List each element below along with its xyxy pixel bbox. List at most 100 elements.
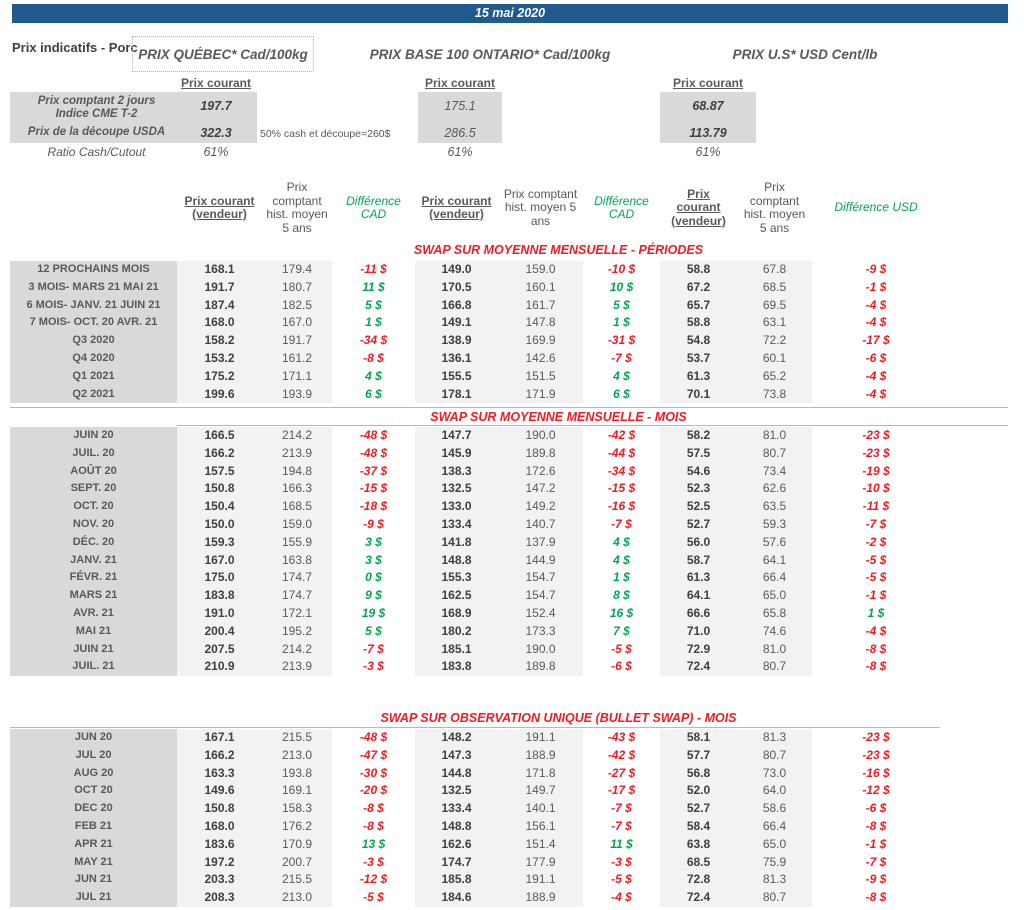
hist-price-cell: 81.0 bbox=[737, 640, 812, 659]
hist-price-cell: 67.8 bbox=[737, 261, 812, 279]
row-label: NOV. 20 bbox=[10, 515, 177, 534]
diff-cell: -48 $ bbox=[359, 730, 388, 744]
hist-price-cell: 214.2 bbox=[262, 427, 332, 445]
hist-price-cell: 169.1 bbox=[262, 782, 332, 801]
diff-cell: 16 $ bbox=[609, 605, 634, 620]
diff-cell: -23 $ bbox=[862, 445, 890, 460]
hist-price-cell: 60.1 bbox=[737, 349, 812, 368]
row-label: JUIN 21 bbox=[10, 640, 177, 659]
column-header-diff-cad-ontario: Différence CAD bbox=[594, 193, 649, 221]
row-label: APR 21 bbox=[10, 835, 177, 854]
diff-cell: 8 $ bbox=[613, 588, 630, 603]
current-price-cell: 197.2 bbox=[177, 853, 262, 872]
hist-price-cell: 137.9 bbox=[498, 533, 583, 552]
hist-price-cell: 74.6 bbox=[737, 622, 812, 641]
diff-cell: -12 $ bbox=[862, 783, 890, 798]
hist-price-cell: 193.8 bbox=[262, 764, 332, 783]
diff-cell: -1 $ bbox=[865, 588, 887, 603]
hist-price-cell: 65.0 bbox=[737, 587, 812, 605]
hist-price-cell: 176.2 bbox=[262, 817, 332, 836]
diff-cell: -43 $ bbox=[607, 730, 636, 744]
hist-price-cell: 160.1 bbox=[498, 278, 583, 297]
current-price-cell: 71.0 bbox=[660, 622, 737, 641]
hist-price-cell: 156.1 bbox=[498, 817, 583, 836]
current-price-cell: 53.7 bbox=[660, 349, 737, 368]
spot-box-ontario bbox=[418, 92, 502, 143]
current-price-cell: 149.6 bbox=[177, 782, 262, 801]
section-title-periodes: SWAP SUR MOYENNE MENSUELLE - PÉRIODES bbox=[413, 243, 704, 257]
diff-cell: -4 $ bbox=[865, 623, 887, 638]
diff-cell: -4 $ bbox=[865, 386, 887, 401]
hist-price-cell: 72.2 bbox=[737, 332, 812, 350]
diff-cell: 1 $ bbox=[613, 570, 630, 585]
diff-cell: 4 $ bbox=[613, 552, 630, 567]
current-price-cell: 149.1 bbox=[415, 314, 498, 333]
diff-cell: 10 $ bbox=[609, 279, 634, 294]
row-label: JUIL. 21 bbox=[10, 658, 177, 677]
diff-cell: 11 $ bbox=[362, 279, 385, 294]
current-price-cell: 157.5 bbox=[177, 462, 262, 481]
current-price-cell: 150.4 bbox=[177, 498, 262, 516]
row-label: JUIN 20 bbox=[10, 427, 177, 445]
current-price-cell: 58.4 bbox=[660, 817, 737, 836]
prix-courant-label-quebec: Prix courant bbox=[180, 76, 252, 90]
diff-cell: 4 $ bbox=[365, 368, 382, 383]
current-price-cell: 58.7 bbox=[660, 551, 737, 570]
diff-cell: -34 $ bbox=[359, 333, 388, 348]
current-price-cell: 58.8 bbox=[660, 261, 737, 279]
hist-price-cell: 158.3 bbox=[262, 800, 332, 818]
current-price-cell: 168.0 bbox=[177, 314, 262, 333]
current-price-cell: 163.3 bbox=[177, 764, 262, 783]
hist-price-cell: 174.7 bbox=[262, 587, 332, 605]
hist-price-cell: 59.3 bbox=[737, 515, 812, 534]
divider-line bbox=[10, 407, 1008, 408]
current-price-cell: 57.5 bbox=[660, 444, 737, 463]
current-price-cell: 54.6 bbox=[660, 462, 737, 481]
row-label: FEB 21 bbox=[10, 817, 177, 836]
diff-cell: 19 $ bbox=[361, 605, 386, 620]
hist-price-cell: 193.9 bbox=[262, 385, 332, 404]
spot-note: 50% cash et découpe=260$ bbox=[260, 128, 391, 140]
row-label: FÉVR. 21 bbox=[10, 569, 177, 588]
hist-price-cell: 180.7 bbox=[262, 278, 332, 297]
spot-ratio-us: 61% bbox=[695, 145, 721, 159]
hist-price-cell: 64.0 bbox=[737, 782, 812, 801]
diff-cell: 6 $ bbox=[365, 386, 382, 401]
current-price-cell: 183.8 bbox=[177, 587, 262, 605]
current-price-cell: 133.0 bbox=[415, 498, 498, 516]
diff-cell: -4 $ bbox=[865, 368, 887, 383]
diff-cell: -7 $ bbox=[865, 516, 887, 531]
current-price-cell: 68.5 bbox=[660, 853, 737, 872]
current-price-cell: 52.7 bbox=[660, 800, 737, 818]
current-price-cell: 180.2 bbox=[415, 622, 498, 641]
hist-price-cell: 171.1 bbox=[262, 367, 332, 386]
current-price-cell: 183.6 bbox=[177, 835, 262, 854]
current-price-cell: 174.7 bbox=[415, 853, 498, 872]
diff-cell: 5 $ bbox=[365, 623, 382, 638]
column-header-current-us: Prix courant (vendeur) bbox=[671, 186, 726, 228]
current-price-cell: 155.3 bbox=[415, 569, 498, 588]
hist-price-cell: 65.8 bbox=[737, 604, 812, 623]
hist-price-cell: 81.0 bbox=[737, 427, 812, 445]
hist-price-cell: 159.0 bbox=[498, 261, 583, 279]
row-label: MARS 21 bbox=[10, 587, 177, 605]
current-price-cell: 167.1 bbox=[177, 729, 262, 747]
diff-cell: -8 $ bbox=[865, 641, 887, 656]
diff-cell: -12 $ bbox=[359, 872, 388, 887]
spot-row-label-ratio: Ratio Cash/Cutout bbox=[47, 145, 146, 159]
diff-cell: 6 $ bbox=[613, 386, 630, 401]
hist-price-cell: 161.2 bbox=[262, 349, 332, 368]
row-label: Q1 2021 bbox=[10, 367, 177, 386]
diff-cell: -18 $ bbox=[359, 499, 388, 514]
row-label: JUL 20 bbox=[10, 746, 177, 765]
diff-cell: -9 $ bbox=[865, 872, 887, 887]
diff-cell: -15 $ bbox=[607, 481, 636, 496]
hist-price-cell: 57.6 bbox=[737, 533, 812, 552]
current-price-cell: 153.2 bbox=[177, 349, 262, 368]
diff-cell: 11 $ bbox=[610, 836, 633, 851]
diff-cell: 5 $ bbox=[613, 297, 630, 312]
hist-price-cell: 63.1 bbox=[737, 314, 812, 333]
hist-price-cell: 161.7 bbox=[498, 296, 583, 315]
hist-price-cell: 151.4 bbox=[498, 835, 583, 854]
row-label: OCT 20 bbox=[10, 782, 177, 801]
